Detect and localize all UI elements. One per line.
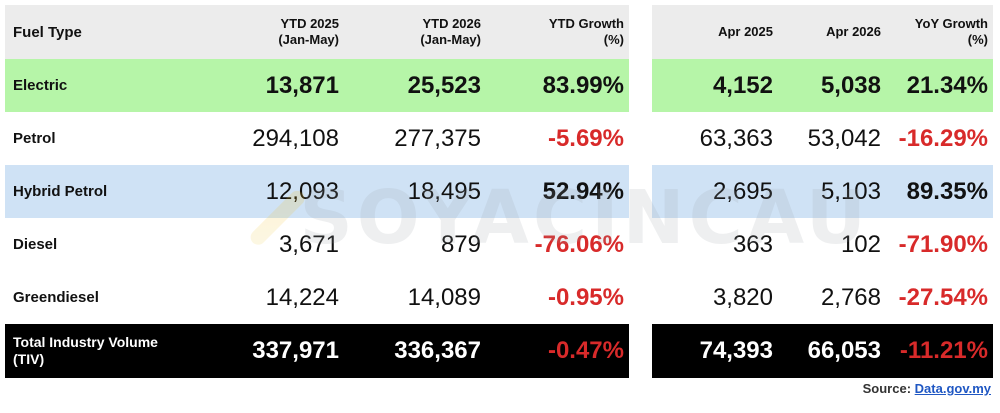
table-row-hybrid-petrol: Hybrid Petrol 12,093 18,495 52.94% [5, 165, 629, 218]
source-note: Source: Data.gov.my [863, 381, 991, 396]
ytd-growth-value: -0.95% [547, 283, 624, 311]
yoy-growth-value: 89.35% [906, 177, 988, 205]
fuel-label: Hybrid Petrol [13, 183, 108, 200]
table-row-diesel: Diesel 3,671 879 -76.06% [5, 218, 629, 271]
source-link[interactable]: Data.gov.my [914, 381, 991, 396]
monthly-table: Apr 2025 Apr 2026 YoY Growth (%) 4,152 5… [652, 5, 993, 378]
apr-2026-value: 5,038 [820, 71, 881, 99]
monthly-header-row: Apr 2025 Apr 2026 YoY Growth (%) [652, 5, 993, 59]
ytd-2025-value: 294,108 [252, 124, 339, 152]
apr-2026-value: 53,042 [807, 124, 881, 152]
table-row-petrol: Petrol 294,108 277,375 -5.69% [5, 112, 629, 165]
fuel-label: Petrol [13, 130, 56, 147]
apr-2026-value: 102 [840, 230, 881, 258]
header-ytd-2026-line2: (Jan-May) [420, 32, 481, 47]
table-row-greendiesel: Greendiesel 14,224 14,089 -0.95% [5, 271, 629, 324]
yoy-growth-value: -71.90% [898, 230, 988, 258]
apr-2026-value: 5,103 [820, 177, 881, 205]
header-yoy-growth-line2: (%) [967, 32, 988, 47]
table-row-total: 74,393 66,053 -11.21% [652, 324, 993, 378]
ytd-growth-value: -0.47% [547, 337, 624, 364]
ytd-2025-value: 14,224 [265, 283, 339, 311]
table-row-diesel: 363 102 -71.90% [652, 218, 993, 271]
fuel-label: Greendiesel [13, 289, 99, 306]
header-ytd-2025: YTD 2025 (Jan-May) [278, 5, 339, 59]
apr-2026-value: 2,768 [820, 283, 881, 311]
yoy-growth-value: -16.29% [898, 124, 988, 152]
header-yoy-growth: YoY Growth (%) [915, 5, 988, 59]
yoy-growth-value: -11.21% [899, 337, 988, 364]
ytd-2026-value: 14,089 [407, 283, 481, 311]
source-label: Source: [862, 381, 912, 396]
ytd-header-row: Fuel Type YTD 2025 (Jan-May) YTD 2026 (J… [5, 5, 629, 59]
ytd-growth-value: 83.99% [542, 71, 624, 99]
ytd-2026-value: 277,375 [394, 124, 481, 152]
apr-2025-value: 3,820 [712, 283, 773, 311]
apr-2025-value: 63,363 [699, 124, 773, 152]
fuel-label: Electric [13, 77, 68, 94]
apr-2025-value: 2,695 [712, 177, 773, 205]
header-ytd-2025-line1: YTD 2025 [280, 16, 339, 31]
ytd-2026-value: 879 [440, 230, 481, 258]
header-ytd-2025-line2: (Jan-May) [278, 32, 339, 47]
table-row-greendiesel: 3,820 2,768 -27.54% [652, 271, 993, 324]
ytd-growth-value: -76.06% [534, 230, 624, 258]
apr-2025-value: 4,152 [712, 71, 773, 99]
ytd-2026-value: 25,523 [407, 71, 481, 99]
fuel-label: Diesel [13, 236, 58, 253]
ytd-2025-value: 3,671 [278, 230, 339, 258]
table-row-total: Total Industry Volume (TIV) 337,971 336,… [5, 324, 629, 378]
ytd-2026-value: 336,367 [394, 337, 481, 364]
table-row-hybrid-petrol: 2,695 5,103 89.35% [652, 165, 993, 218]
header-yoy-growth-line1: YoY Growth [914, 16, 988, 31]
table-row-electric: 4,152 5,038 21.34% [652, 59, 993, 112]
ytd-2025-value: 13,871 [265, 71, 339, 99]
header-ytd-growth-line2: (%) [603, 32, 624, 47]
ytd-growth-value: 52.94% [542, 177, 624, 205]
ytd-table: Fuel Type YTD 2025 (Jan-May) YTD 2026 (J… [5, 5, 629, 378]
header-ytd-2026-line1: YTD 2026 [422, 16, 481, 31]
header-ytd-growth: YTD Growth (%) [549, 5, 624, 59]
yoy-growth-value: 21.34% [906, 71, 988, 99]
header-fuel-type: Fuel Type [13, 23, 82, 41]
yoy-growth-value: -27.54% [898, 283, 988, 311]
fuel-label-total: Total Industry Volume (TIV) [13, 324, 158, 378]
total-label-line2: (TIV) [13, 351, 45, 367]
header-ytd-2026: YTD 2026 (Jan-May) [420, 5, 481, 59]
table-row-electric: Electric 13,871 25,523 83.99% [5, 59, 629, 112]
ytd-2025-value: 12,093 [265, 177, 339, 205]
header-apr-2025: Apr 2025 [718, 24, 773, 39]
table-row-petrol: 63,363 53,042 -16.29% [652, 112, 993, 165]
header-apr-2026: Apr 2026 [826, 24, 881, 39]
apr-2025-value: 74,393 [699, 337, 773, 364]
total-label-line1: Total Industry Volume [13, 334, 158, 350]
header-ytd-growth-line1: YTD Growth [548, 16, 624, 31]
ytd-growth-value: -5.69% [547, 124, 624, 152]
ytd-2025-value: 337,971 [252, 337, 339, 364]
ytd-2026-value: 18,495 [407, 177, 481, 205]
apr-2026-value: 66,053 [807, 337, 881, 364]
apr-2025-value: 363 [732, 230, 773, 258]
